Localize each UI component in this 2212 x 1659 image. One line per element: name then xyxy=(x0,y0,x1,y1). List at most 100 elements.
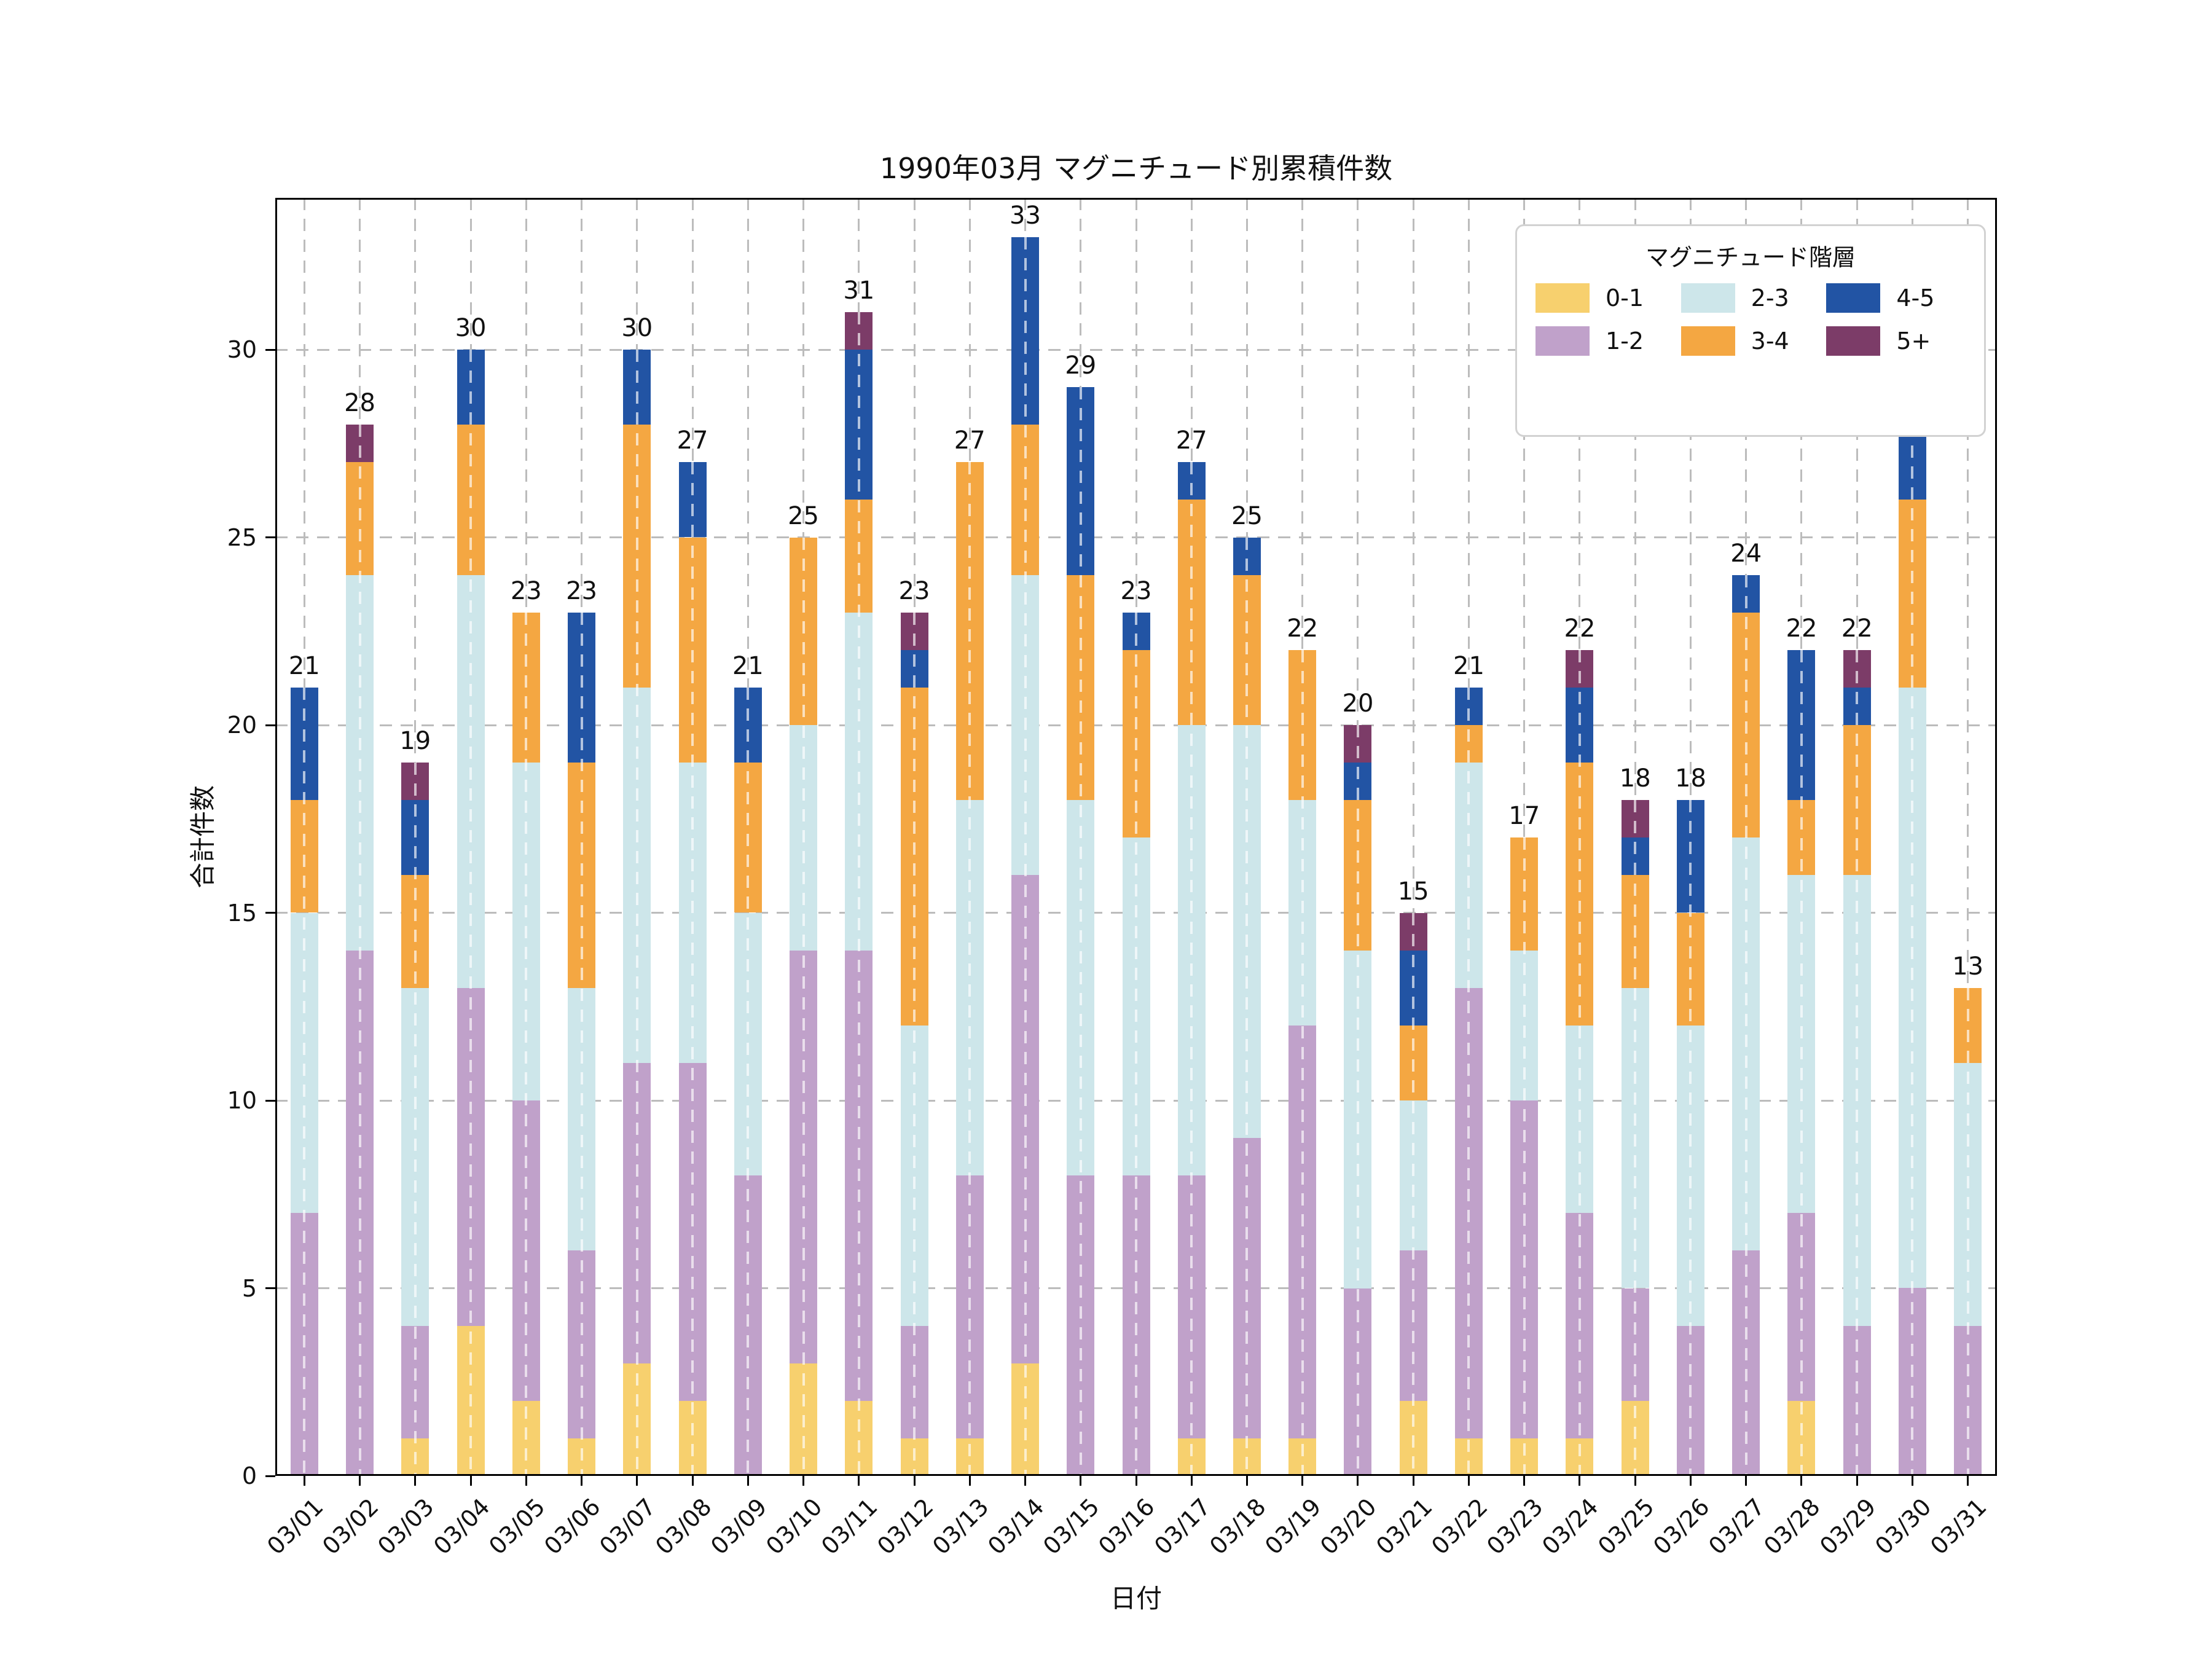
x-tick-label: 03/27 xyxy=(1703,1493,1770,1560)
y-tick-label: 15 xyxy=(227,899,257,927)
x-tick-mark xyxy=(1190,1476,1193,1486)
bar-total-label: 23 xyxy=(510,576,542,605)
x-tick-label: 03/21 xyxy=(1370,1493,1438,1560)
x-tick-mark xyxy=(1357,1476,1359,1486)
bar-centerline xyxy=(1856,649,1859,1476)
x-tick-mark xyxy=(1689,1476,1692,1486)
y-tick-mark xyxy=(265,912,275,914)
legend-label: 5+ xyxy=(1896,327,1931,355)
stacked-bar xyxy=(1732,575,1760,1476)
stacked-bar xyxy=(1122,612,1150,1476)
stacked-bar xyxy=(568,612,596,1476)
bar-total-label: 21 xyxy=(732,651,764,680)
x-tick-label: 03/15 xyxy=(1038,1493,1105,1560)
bar-total-label: 23 xyxy=(1120,576,1152,605)
legend-swatch-1-2 xyxy=(1535,326,1590,356)
bar-centerline xyxy=(1911,425,1914,1476)
x-tick-label: 03/17 xyxy=(1148,1493,1216,1560)
y-tick-mark xyxy=(265,1099,275,1102)
stacked-bar xyxy=(790,537,818,1476)
stacked-bar xyxy=(1566,649,1594,1476)
stacked-bar xyxy=(900,612,928,1476)
x-tick-mark xyxy=(1412,1476,1414,1486)
stacked-bar xyxy=(1011,237,1039,1476)
stacked-bar xyxy=(1954,987,1982,1476)
bar-total-label: 20 xyxy=(1342,689,1374,718)
x-tick-mark xyxy=(1080,1476,1082,1486)
x-tick-mark xyxy=(414,1476,417,1486)
x-tick-label: 03/22 xyxy=(1426,1493,1493,1560)
legend-item-2-3: 2-3 xyxy=(1681,283,1821,313)
bar-total-label: 33 xyxy=(1010,201,1041,230)
x-tick-label: 03/05 xyxy=(483,1493,551,1560)
x-tick-label: 03/30 xyxy=(1870,1493,1937,1560)
stacked-bar xyxy=(955,462,984,1476)
stacked-bar xyxy=(1399,912,1427,1476)
x-tick-label: 03/06 xyxy=(539,1493,606,1560)
legend-label: 3-4 xyxy=(1751,327,1789,355)
legend-item-1-2: 1-2 xyxy=(1535,326,1675,356)
bar-centerline xyxy=(635,350,638,1476)
legend-item-4-5: 4-5 xyxy=(1826,283,1966,313)
x-tick-label: 03/07 xyxy=(594,1493,661,1560)
bar-total-label: 22 xyxy=(1564,614,1596,643)
y-tick-mark xyxy=(265,348,275,351)
bar-total-label: 22 xyxy=(1786,614,1818,643)
x-tick-mark xyxy=(525,1476,527,1486)
stacked-bar xyxy=(1177,462,1206,1476)
bar-centerline xyxy=(1356,725,1359,1476)
y-tick-label: 20 xyxy=(227,712,257,739)
stacked-bar xyxy=(1067,387,1095,1476)
x-tick-mark xyxy=(469,1476,472,1486)
bar-centerline xyxy=(913,612,916,1476)
chart-title: 1990年03月 マグニチュード別累積件数 xyxy=(879,152,1393,185)
bar-centerline xyxy=(968,462,971,1476)
bar-total-label: 25 xyxy=(788,501,819,530)
bar-centerline xyxy=(303,687,306,1476)
legend-item-5+: 5+ xyxy=(1826,326,1966,356)
bar-centerline xyxy=(1689,800,1692,1476)
x-tick-mark xyxy=(858,1476,860,1486)
x-tick-mark xyxy=(1467,1476,1470,1486)
stacked-bar xyxy=(457,350,485,1476)
legend-label: 4-5 xyxy=(1896,284,1935,312)
x-tick-mark xyxy=(1967,1476,1969,1486)
bar-centerline xyxy=(1800,649,1803,1476)
bar-centerline xyxy=(1744,575,1747,1476)
x-tick-mark xyxy=(1856,1476,1858,1486)
bar-centerline xyxy=(1578,649,1581,1476)
stacked-bar xyxy=(1510,837,1539,1476)
bar-total-label: 27 xyxy=(677,426,708,455)
x-tick-label: 03/24 xyxy=(1537,1493,1604,1560)
y-tick-label: 10 xyxy=(227,1087,257,1114)
bar-total-label: 27 xyxy=(954,426,986,455)
legend-label: 0-1 xyxy=(1606,284,1644,312)
stacked-bar xyxy=(623,350,651,1476)
x-tick-mark xyxy=(1024,1476,1026,1486)
y-tick-label: 25 xyxy=(227,524,257,551)
x-tick-label: 03/11 xyxy=(816,1493,883,1560)
y-tick-mark xyxy=(265,1475,275,1477)
x-tick-label: 03/20 xyxy=(1315,1493,1382,1560)
bar-centerline xyxy=(1190,462,1193,1476)
stacked-bar xyxy=(1898,425,1926,1476)
bar-total-label: 23 xyxy=(898,576,930,605)
bar-total-label: 22 xyxy=(1287,614,1319,643)
legend-label: 2-3 xyxy=(1751,284,1789,312)
bar-total-label: 18 xyxy=(1675,764,1706,793)
bar-centerline xyxy=(358,425,361,1476)
bar-centerline xyxy=(1523,837,1526,1476)
y-tick-label: 0 xyxy=(241,1462,257,1489)
legend-label: 1-2 xyxy=(1606,327,1644,355)
bar-centerline xyxy=(414,763,417,1476)
bar-centerline xyxy=(802,537,805,1476)
x-tick-mark xyxy=(1301,1476,1304,1486)
x-tick-label: 03/04 xyxy=(428,1493,495,1560)
stacked-bar xyxy=(1344,725,1372,1476)
x-tick-label: 03/28 xyxy=(1759,1493,1826,1560)
stacked-bar xyxy=(1676,800,1704,1476)
legend-swatch-5+ xyxy=(1826,326,1881,356)
bar-centerline xyxy=(691,462,694,1476)
stacked-bar xyxy=(1621,800,1649,1476)
stacked-bar xyxy=(1843,649,1871,1476)
